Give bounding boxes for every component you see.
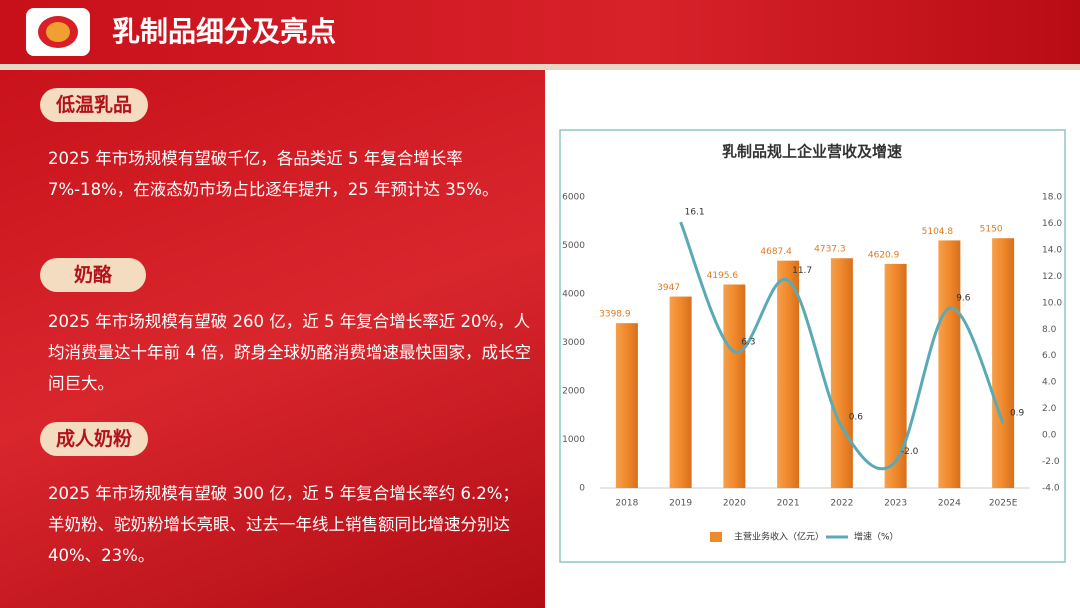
bar-value-label: 5150 xyxy=(980,225,1003,235)
y2-tick-label: 10.0 xyxy=(1042,298,1062,308)
bar-value-label: 4195.6 xyxy=(707,271,739,281)
bar xyxy=(830,258,853,488)
bar xyxy=(884,263,907,488)
x-tick-label: 2022 xyxy=(830,499,853,509)
left-panel xyxy=(0,70,545,608)
y2-tick-label: 8.0 xyxy=(1042,325,1057,335)
line-value-label: -2.0 xyxy=(901,447,919,457)
legend-label: 主营业务收入（亿元） xyxy=(734,531,824,543)
y2-tick-label: 2.0 xyxy=(1042,404,1057,414)
bar xyxy=(723,284,746,488)
line-value-label: 0.6 xyxy=(849,413,864,423)
bar-value-label: 3947 xyxy=(657,283,680,293)
page-title: 乳制品细分及亮点 xyxy=(112,15,337,48)
bar-value-label: 4687.4 xyxy=(760,247,792,257)
line-value-label: 0.9 xyxy=(1010,409,1025,419)
bar-value-label: 4737.3 xyxy=(814,245,846,255)
y-tick-label: 6000 xyxy=(562,193,585,203)
line-value-label: 9.6 xyxy=(956,294,971,304)
y-tick-label: 3000 xyxy=(562,338,585,348)
bar xyxy=(992,238,1015,488)
bar xyxy=(777,260,800,488)
y2-tick-label: 0.0 xyxy=(1042,431,1057,441)
section-text: 2025 年市场规模有望破千亿，各品类近 5 年复合增长率 7%-18%，在液态… xyxy=(48,149,499,199)
x-tick-label: 2018 xyxy=(615,499,638,509)
x-tick-label: 2023 xyxy=(884,499,907,509)
section-label: 低温乳品 xyxy=(40,88,149,122)
y-tick-label: 0 xyxy=(579,484,585,494)
x-tick-label: 2024 xyxy=(938,499,961,509)
bar xyxy=(938,240,961,488)
section-text: 2025 年市场规模有望破 300 亿，近 5 年复合增长率约 6.2%；羊奶粉… xyxy=(48,484,519,565)
y2-tick-label: 18.0 xyxy=(1042,193,1062,203)
y2-tick-label: 14.0 xyxy=(1042,245,1062,255)
y-tick-label: 1000 xyxy=(562,435,585,445)
x-tick-label: 2019 xyxy=(669,499,692,509)
bar xyxy=(669,296,692,488)
x-tick-label: 2025E xyxy=(989,499,1018,509)
legend-label: 增速（%） xyxy=(854,531,899,543)
section-label: 奶酪 xyxy=(40,258,147,292)
y-tick-label: 4000 xyxy=(562,290,585,300)
section-label: 成人奶粉 xyxy=(40,422,149,456)
bar-value-label: 4620.9 xyxy=(868,250,900,260)
x-tick-label: 2020 xyxy=(723,499,746,509)
bar-value-label: 3398.9 xyxy=(599,310,631,320)
growth-line xyxy=(679,221,1005,471)
y2-tick-label: 16.0 xyxy=(1042,219,1062,229)
chart-frame xyxy=(559,129,1066,563)
y2-tick-label: 4.0 xyxy=(1042,378,1057,388)
chart-title: 乳制品规上企业营收及增速 xyxy=(722,143,902,161)
bar-value-label: 5104.8 xyxy=(922,227,954,237)
legend-swatch xyxy=(710,532,722,542)
y-tick-label: 5000 xyxy=(562,241,585,251)
y2-tick-label: -4.0 xyxy=(1042,484,1060,494)
bar xyxy=(615,323,638,488)
line-value-label: 11.7 xyxy=(792,266,812,276)
line-value-label: 16.1 xyxy=(685,208,705,218)
chart: 乳制品规上企业营收及增速 0 1000 2000 3000 4000 5000 6000 -4… xyxy=(559,129,1066,563)
line-value-label: 6.3 xyxy=(741,337,755,347)
x-tick-label: 2021 xyxy=(777,499,800,509)
y2-tick-label: 12.0 xyxy=(1042,272,1062,282)
header: 乳制品细分及亮点 xyxy=(0,0,1080,70)
section-text: 2025 年市场规模有望破 260 亿，近 5 年复合增长率近 20%，人均消费… xyxy=(48,312,531,393)
y-tick-label: 2000 xyxy=(562,387,585,397)
logo xyxy=(26,8,90,56)
y2-tick-label: 6.0 xyxy=(1042,351,1057,361)
y2-tick-label: -2.0 xyxy=(1042,457,1060,467)
